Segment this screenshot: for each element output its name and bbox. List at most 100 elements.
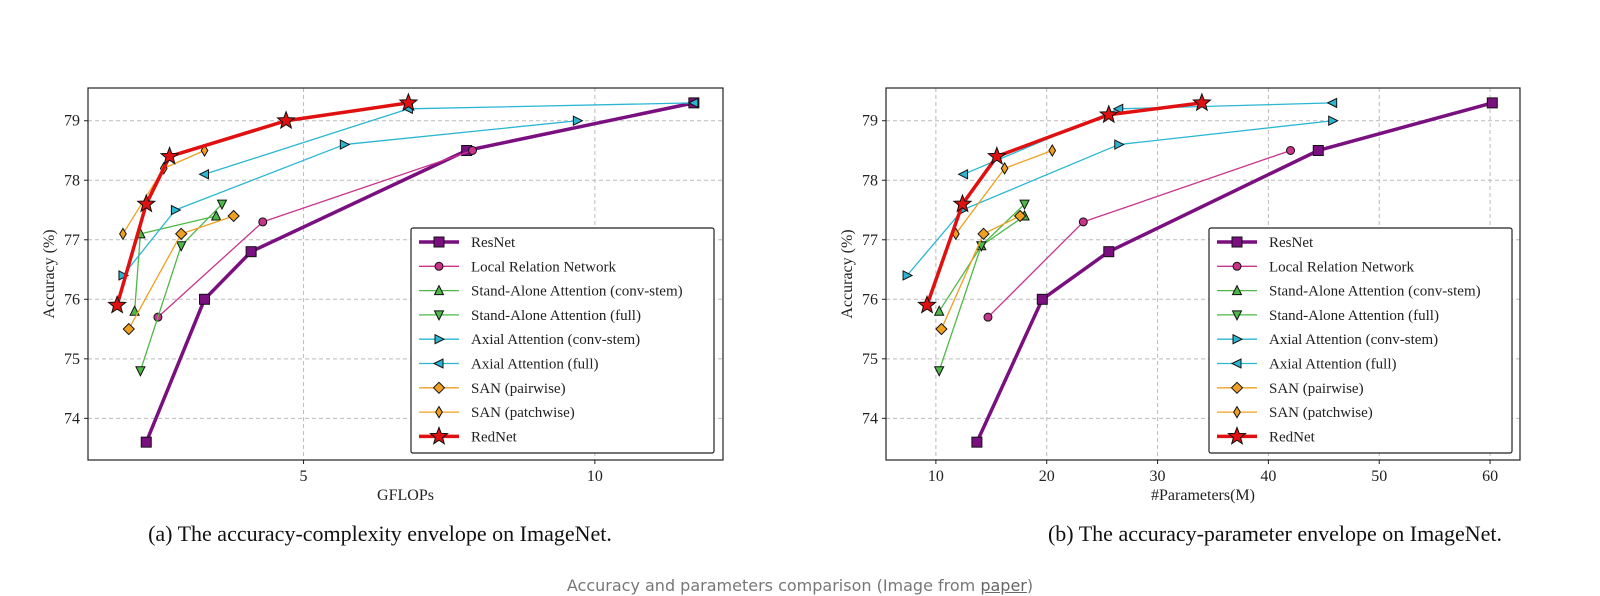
data-point: [227, 209, 240, 223]
data-point: [1013, 209, 1027, 223]
legend-marker: [433, 284, 445, 296]
x-tick-label: 60: [1482, 468, 1498, 485]
series-rednet: [917, 92, 1212, 314]
legend-label: Local Relation Network: [1269, 259, 1414, 275]
legend-marker: [1231, 236, 1243, 248]
y-tick-label: 75: [64, 351, 80, 368]
legend-item-local-relation-network: Local Relation Network: [1217, 259, 1414, 275]
figure-caption-prefix: Accuracy and parameters comparison (Imag…: [566, 576, 981, 595]
panel-caption: (b) The accuracy-parameter envelope on I…: [1048, 521, 1502, 546]
series-line: [906, 120, 1333, 276]
legend-label: SAN (pairwise): [1269, 381, 1364, 397]
legend-item-local-relation-network: Local Relation Network: [419, 259, 616, 275]
figure-caption: Accuracy and parameters comparison (Imag…: [0, 576, 1600, 595]
legend-item-resnet: ResNet: [1217, 235, 1314, 251]
x-tick-label: 40: [1260, 468, 1276, 485]
legend-item-san-pairwise: SAN (pairwise): [419, 381, 566, 397]
legend-marker: [1233, 405, 1241, 419]
series-local-relation-network: [983, 145, 1296, 322]
series-line: [115, 101, 409, 306]
figure-caption-suffix: ): [1026, 576, 1034, 595]
legend-marker: [433, 236, 445, 248]
legend-label: Axial Attention (full): [471, 357, 598, 373]
legend-marker: [434, 261, 444, 271]
legend-label: RedNet: [471, 429, 518, 445]
series-stand-alone-attention-full: [135, 199, 228, 377]
data-point: [1191, 92, 1212, 112]
legend-label: Local Relation Network: [471, 259, 616, 275]
data-point: [1048, 144, 1057, 157]
legend-item-san-pairwise: SAN (pairwise): [1217, 381, 1364, 397]
legend-item-resnet: ResNet: [419, 235, 516, 251]
data-point: [276, 110, 296, 130]
y-tick-label: 76: [64, 291, 80, 308]
legend-item-axial-attention-full: Axial Attention (full): [419, 357, 598, 373]
data-point: [198, 168, 210, 180]
data-point: [986, 146, 1007, 165]
legend-marker: [432, 381, 446, 395]
y-axis-label: Accuracy (%): [839, 229, 856, 318]
panel-caption: (a) The accuracy-complexity envelope on …: [148, 521, 612, 546]
legend-marker: [434, 333, 446, 345]
data-point: [1103, 246, 1115, 258]
data-point: [917, 294, 937, 314]
data-point: [467, 145, 477, 155]
data-point: [107, 294, 128, 314]
y-axis-label: Accuracy (%): [41, 229, 58, 318]
legend-item-axial-attention-conv-stem: Axial Attention (conv-stem): [419, 332, 640, 348]
legend-item-stand-alone-attention-conv-stem: Stand-Alone Attention (conv-stem): [419, 284, 683, 300]
data-point: [1326, 97, 1338, 109]
legend-marker: [435, 405, 443, 419]
data-point: [210, 209, 222, 221]
plot-frame: [885, 87, 1521, 461]
legend-label: SAN (pairwise): [471, 381, 566, 397]
data-point: [1078, 217, 1088, 227]
y-tick-label: 79: [862, 113, 878, 130]
y-tick-label: 78: [64, 172, 80, 189]
data-point: [136, 193, 157, 213]
data-point: [952, 193, 973, 213]
legend-label: ResNet: [471, 235, 516, 251]
data-point: [1328, 115, 1339, 127]
y-tick-label: 75: [862, 351, 878, 368]
y-tick-label: 74: [862, 410, 878, 427]
data-point: [687, 97, 699, 109]
chart-panel-b: 10 20 30 40 50 60 74 75 76 77 78 79 #Parameters(M) Ac…: [839, 87, 1521, 546]
data-point: [216, 199, 228, 211]
legend-marker: [1227, 425, 1247, 445]
series-resnet: [971, 97, 1498, 448]
legend-item-stand-alone-attention-conv-stem: Stand-Alone Attention (conv-stem): [1217, 284, 1481, 300]
legend-item-rednet: RedNet: [419, 425, 518, 445]
legend-marker: [1231, 284, 1243, 296]
legend-marker: [1231, 310, 1243, 322]
series-line: [204, 102, 694, 175]
series-san-pairwise: [122, 209, 240, 336]
data-point: [1486, 97, 1498, 109]
data-point: [140, 436, 152, 448]
data-point: [245, 246, 257, 258]
legend-marker: [432, 358, 444, 369]
paper-link[interactable]: paper: [980, 576, 1027, 595]
y-tick-label: 79: [64, 113, 80, 130]
y-tick-label: 78: [862, 172, 878, 189]
data-point: [170, 204, 182, 216]
series-axial-attention-full: [198, 97, 699, 180]
data-point: [971, 436, 983, 448]
data-point: [957, 168, 969, 180]
series-stand-alone-attention-full: [933, 199, 1030, 377]
legend-marker: [1230, 381, 1244, 395]
legend-label: Stand-Alone Attention (conv-stem): [1269, 284, 1481, 300]
legend-item-axial-attention-full: Axial Attention (full): [1217, 357, 1396, 373]
legend-label: Stand-Alone Attention (conv-stem): [471, 284, 683, 300]
legend-marker: [433, 310, 445, 322]
y-tick-label: 76: [862, 291, 878, 308]
data-point: [933, 366, 945, 377]
series-local-relation-network: [153, 145, 477, 322]
data-point: [572, 115, 584, 127]
legend-label: Stand-Alone Attention (full): [1269, 308, 1439, 324]
legend-marker: [1232, 333, 1244, 345]
y-tick-label: 77: [862, 232, 878, 249]
legend: ResNet Local Relation Network Stand-Alone …: [410, 227, 715, 454]
data-point: [1286, 145, 1296, 155]
